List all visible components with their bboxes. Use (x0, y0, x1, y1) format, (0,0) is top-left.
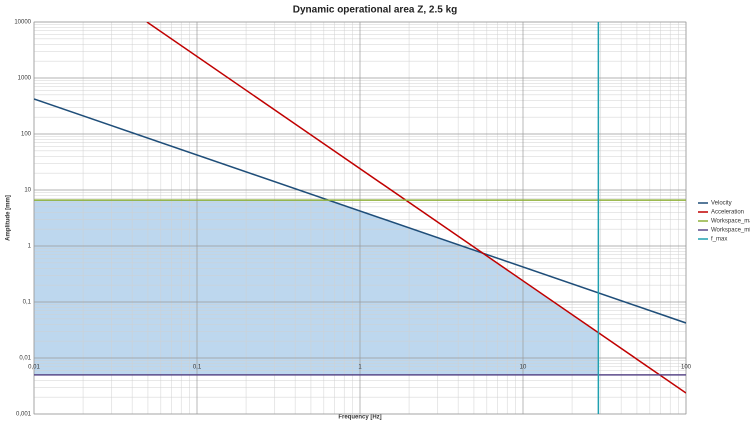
labels-layer: 0,01 0,1 1 10 100 0,001 0,01 0,1 1 10 100 1000 10000… (14, 20, 750, 418)
chart-title: Dynamic operational area Z, 2.5 kg (293, 5, 458, 16)
x-tick-label: 0,01 (28, 365, 40, 371)
area-layer (34, 200, 599, 375)
x-tick-label: 100 (681, 365, 692, 371)
x-axis-title: Frequency [Hz] (338, 415, 381, 421)
y-axis-title: Amplitude [mm] (6, 195, 12, 241)
operational-area (34, 200, 599, 375)
y-tick-label: 100 (21, 132, 32, 138)
y-tick-label: 10 (24, 188, 31, 194)
legend-label: Workspace_max (711, 219, 750, 225)
x-tick-label: 0,1 (193, 365, 202, 371)
y-tick-label: 1000 (18, 76, 32, 82)
y-tick-label: 0,1 (23, 300, 32, 306)
x-tick-label: 1 (358, 365, 362, 371)
y-tick-label: 10000 (14, 20, 31, 26)
series-line (146, 22, 686, 394)
legend-label: Acceleration (711, 210, 744, 216)
legend-label: Velocity (711, 201, 732, 207)
y-tick-label: 0,01 (19, 356, 31, 362)
series-line (34, 98, 686, 324)
x-tick-label: 10 (520, 365, 527, 371)
y-tick-label: 0,001 (16, 412, 32, 418)
lines-layer (34, 22, 686, 414)
legend-label: f_max (711, 237, 727, 243)
grid-layer (33, 21, 687, 415)
y-tick-label: 1 (28, 244, 32, 250)
legend-label: Workspace_min (711, 228, 750, 234)
